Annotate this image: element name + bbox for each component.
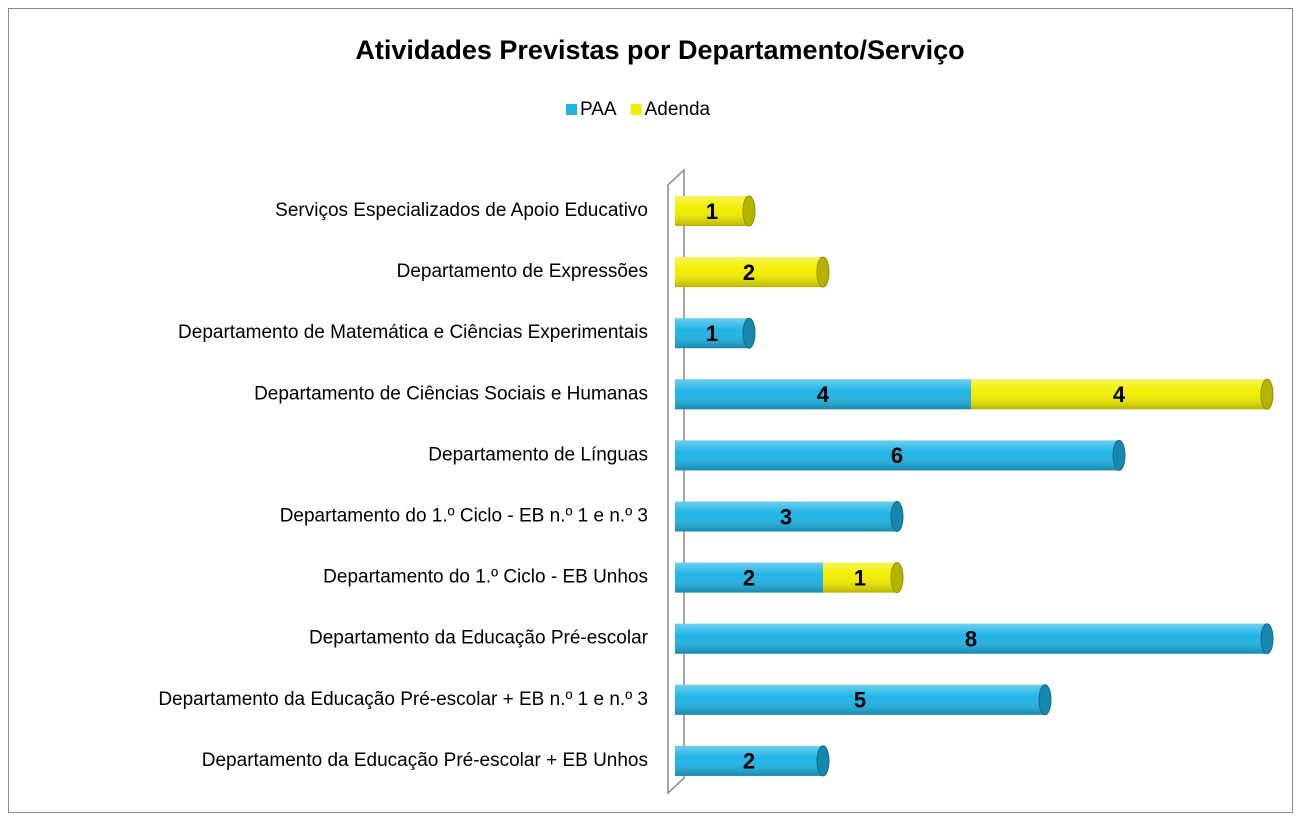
bar-cap xyxy=(816,256,830,288)
bar-shade xyxy=(675,684,1045,715)
category-label: Departamento do 1.º Ciclo - EB Unhos xyxy=(323,567,648,588)
bar xyxy=(675,195,756,227)
bar xyxy=(823,562,904,594)
legend: PAA Adenda xyxy=(566,99,711,120)
bar-shade xyxy=(823,562,897,593)
category-label: Departamento de Expressões xyxy=(397,261,648,282)
data-label: 2 xyxy=(743,749,755,774)
bar-shade xyxy=(675,196,749,226)
data-label: 8 xyxy=(965,627,977,652)
category-label: Departamento da Educação Pré-escolar + E… xyxy=(202,750,648,771)
bar-cap xyxy=(816,745,830,777)
bar-shade xyxy=(971,379,1267,410)
category-label: Departamento do 1.º Ciclo - EB n.º 1 e n… xyxy=(280,506,648,527)
data-label: 5 xyxy=(854,688,866,713)
category-label: Departamento de Matemática e Ciências Ex… xyxy=(178,322,648,343)
chart-title: Atividades Previstas por Departamento/Se… xyxy=(355,35,964,65)
bar xyxy=(675,439,1126,471)
bar-shade xyxy=(675,318,749,349)
category-label: Departamento de Línguas xyxy=(428,444,648,465)
legend-label: PAA xyxy=(580,99,617,120)
bar-shade xyxy=(675,745,823,776)
bar-cap xyxy=(1112,439,1126,471)
legend-label: Adenda xyxy=(645,99,711,120)
data-label: 2 xyxy=(743,260,755,285)
bar xyxy=(675,623,1274,655)
bar-shade xyxy=(675,562,823,593)
data-label: 4 xyxy=(817,382,830,407)
bar-cap xyxy=(742,195,756,227)
bar xyxy=(675,501,904,532)
bar xyxy=(675,256,830,288)
data-label: 1 xyxy=(854,565,866,590)
data-label: 1 xyxy=(706,321,718,346)
category-label: Serviços Especializados de Apoio Educati… xyxy=(275,200,648,221)
category-label: Departamento da Educação Pré-escolar + E… xyxy=(158,689,648,710)
category-label: Departamento de Ciências Sociais e Human… xyxy=(254,383,648,404)
bar-shade xyxy=(675,257,823,288)
bar-shade xyxy=(675,379,971,410)
bar-cap xyxy=(742,317,756,349)
category-label: Departamento da Educação Pré-escolar xyxy=(309,628,649,649)
legend-swatch xyxy=(566,104,577,115)
bar xyxy=(675,562,823,593)
bar xyxy=(675,317,756,349)
bar-shade xyxy=(675,440,1119,471)
bar-cap xyxy=(890,562,904,594)
legend-swatch xyxy=(630,104,642,115)
bar-shade xyxy=(675,623,1267,654)
bar-shade xyxy=(675,501,897,532)
bar xyxy=(675,379,971,410)
bar-cap xyxy=(1038,684,1052,716)
data-label: 2 xyxy=(743,565,755,590)
data-label: 1 xyxy=(706,199,718,224)
bar xyxy=(675,684,1052,716)
bar-cap xyxy=(890,501,904,532)
data-label: 4 xyxy=(1113,382,1126,407)
plot: Serviços Especializados de Apoio Educati… xyxy=(158,195,1274,777)
bar xyxy=(675,745,830,777)
data-label: 6 xyxy=(891,443,903,468)
data-label: 3 xyxy=(780,504,792,529)
bar-cap xyxy=(1260,623,1274,655)
chart-border xyxy=(8,8,1293,813)
bar-cap xyxy=(1260,378,1274,410)
bar xyxy=(971,378,1274,410)
